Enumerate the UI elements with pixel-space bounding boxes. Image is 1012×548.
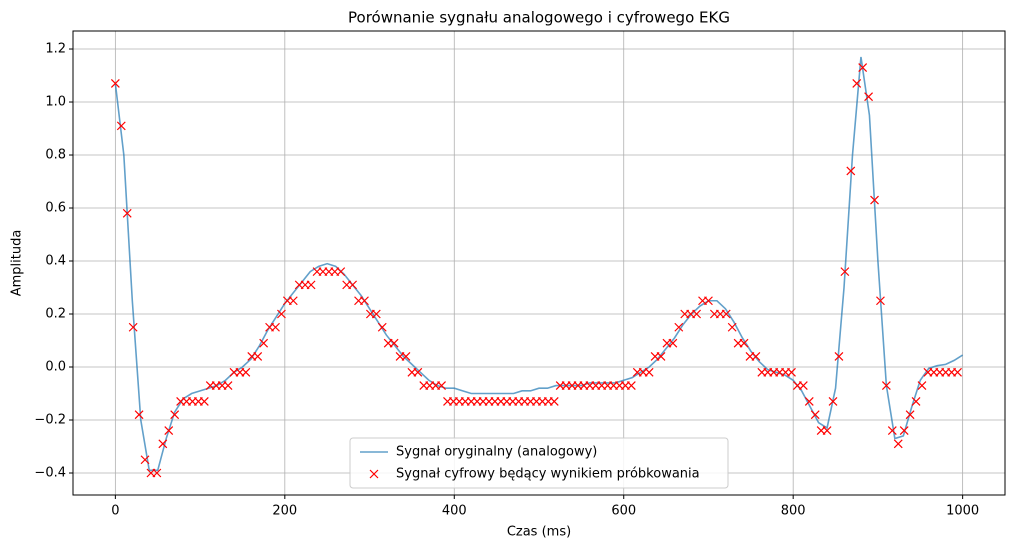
sample-marker [626, 381, 636, 390]
sample-marker [899, 426, 909, 436]
x-tick-label: 0 [111, 504, 119, 519]
sample-marker [241, 367, 251, 377]
sample-marker [128, 322, 138, 332]
sample-marker [864, 92, 874, 102]
y-tick-label: 0.8 [45, 148, 66, 163]
legend-label: Sygnał oryginalny (analogowy) [396, 445, 597, 460]
legend-swatch [369, 469, 379, 479]
sample-marker [911, 397, 921, 406]
sample-marker [674, 322, 684, 332]
sample-marker [828, 397, 838, 406]
x-axis-label: Czas (ms) [507, 525, 571, 540]
y-tick-label: −0.4 [34, 466, 66, 481]
sample-marker [704, 296, 713, 306]
y-tick-label: 0.2 [45, 307, 66, 322]
sample-marker [437, 381, 446, 390]
sample-marker [259, 338, 269, 348]
sample-marker [377, 322, 387, 332]
sample-marker [876, 296, 885, 306]
sample-marker [549, 397, 559, 406]
x-tick-label: 200 [272, 504, 297, 519]
sample-marker [164, 426, 174, 436]
sample-marker [840, 267, 850, 277]
sample-marker [277, 309, 286, 319]
sample-marker [721, 309, 731, 319]
sample-marker [870, 195, 879, 205]
sample-marker [271, 322, 280, 332]
sample-marker [810, 410, 820, 420]
sample-marker [389, 338, 399, 348]
sample-marker [846, 166, 856, 176]
x-tick-label: 800 [781, 504, 806, 519]
sample-marker [401, 351, 411, 361]
sample-marker [917, 381, 927, 390]
sample-marker [644, 367, 654, 377]
x-tick-label: 400 [442, 504, 467, 519]
x-tick-label: 1000 [946, 504, 979, 519]
y-tick-label: −0.2 [34, 413, 66, 428]
sample-marker [739, 338, 749, 348]
sample-marker [893, 439, 903, 449]
sample-marker [822, 426, 832, 436]
y-tick-label: 1.2 [45, 42, 66, 57]
sample-marker [834, 351, 844, 361]
sample-marker [199, 397, 209, 406]
chart-title: Porównanie sygnału analogowego i cyfrowe… [348, 9, 730, 27]
sample-marker [881, 381, 891, 390]
sample-marker [288, 296, 298, 306]
legend-box [349, 437, 729, 489]
sample-marker [858, 63, 868, 72]
x-tick-label: 600 [611, 504, 636, 519]
sample-marker [336, 267, 346, 277]
sample-marker [668, 338, 678, 348]
y-tick-label: 1.0 [45, 95, 66, 110]
sample-marker [727, 322, 737, 332]
y-tick-label: 0.0 [45, 360, 66, 375]
sample-marker [692, 309, 702, 319]
sample-marker [152, 468, 162, 478]
plot-frame [72, 30, 1006, 496]
sample-marker [170, 410, 180, 420]
y-tick-label: 0.6 [45, 201, 66, 216]
sample-marker [253, 351, 263, 361]
sample-marker [413, 367, 423, 377]
sample-marker [953, 367, 962, 377]
sample-marker [804, 397, 814, 406]
sample-marker [905, 410, 915, 420]
sample-marker [116, 121, 126, 131]
legend-label: Sygnał cyfrowy będący wynikiem próbkowan… [396, 467, 700, 482]
sample-marker [798, 381, 808, 390]
sample-marker [360, 296, 369, 306]
legend: Sygnał oryginalny (analogowy) Sygnał cyfr… [349, 437, 729, 489]
sample-marker [371, 309, 381, 319]
sample-marker [140, 455, 150, 465]
sample-marker [134, 410, 144, 420]
sample-marker [787, 367, 796, 377]
sample-marker [223, 381, 233, 390]
sample-marker [887, 426, 897, 436]
sample-marker [751, 351, 761, 361]
sample-marker [656, 351, 666, 361]
sample-marker [158, 439, 168, 449]
sample-marker [306, 280, 316, 290]
y-tick-label: 0.4 [45, 254, 66, 269]
sample-marker [852, 79, 862, 88]
y-axis-label: Amplituda [10, 230, 25, 297]
sample-marker [110, 79, 120, 88]
sample-marker [348, 280, 358, 290]
sample-marker [122, 208, 132, 218]
analog-line [114, 56, 964, 472]
